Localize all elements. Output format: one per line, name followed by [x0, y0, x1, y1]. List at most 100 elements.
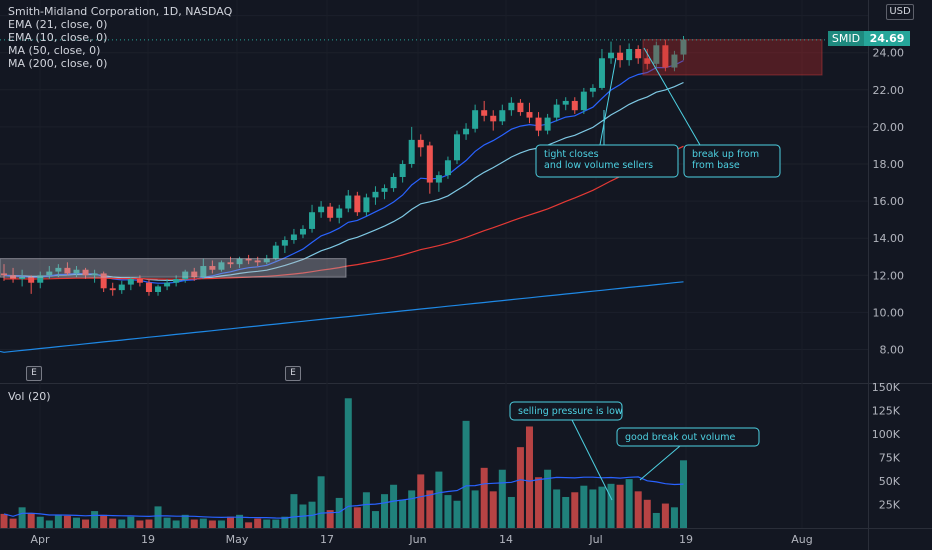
volume-bar [0, 513, 8, 528]
legend-ema10[interactable]: EMA (10, close, 0) [8, 31, 108, 44]
currency-badge[interactable]: USD [886, 4, 914, 20]
volume-bar [326, 510, 334, 528]
annotation-text: selling pressure is low [518, 406, 623, 417]
candle-body [182, 271, 189, 280]
price-tick-label: 14.00 [873, 232, 905, 245]
candle-body [100, 273, 107, 289]
date-tick-label: Jul [588, 533, 602, 546]
volume-bar [254, 518, 262, 528]
candle-body [653, 45, 660, 64]
candle-body [580, 91, 587, 111]
candle-body [46, 271, 53, 276]
volume-bar [317, 476, 325, 528]
candle-body [363, 197, 370, 213]
candle-body [562, 100, 569, 105]
legend-ema21[interactable]: EMA (21, close, 0) [8, 18, 108, 31]
volume-bar [661, 503, 669, 528]
annotation-box [616, 427, 760, 447]
volume-bar [181, 514, 189, 528]
candle-body [490, 115, 497, 122]
volume-bars [0, 398, 687, 528]
volume-bar [199, 518, 207, 528]
candle-body [571, 100, 578, 111]
volume-bar [208, 520, 216, 528]
candle-body [399, 164, 406, 177]
candle-body [309, 212, 316, 229]
candle-body [635, 48, 642, 59]
volume-tick-label: 100K [872, 428, 901, 441]
volume-bar [544, 469, 552, 528]
annotation-text: good break out volume [625, 432, 736, 443]
candle-body [444, 160, 451, 176]
candle-body [608, 52, 615, 59]
legend-ma50[interactable]: MA (50, close, 0) [8, 44, 101, 57]
volume-bar [652, 512, 660, 528]
candle-body [544, 117, 551, 131]
candle-body [499, 110, 506, 122]
volume-bar [245, 522, 253, 528]
volume-bar [45, 520, 53, 528]
chart-title[interactable]: Smith-Midland Corporation, 1D, NASDAQ [8, 5, 233, 18]
volume-bar [426, 490, 434, 528]
consolidation-base-box [0, 258, 347, 278]
candle-body [662, 45, 669, 68]
volume-bar [263, 519, 271, 528]
price-tick-label: 24.00 [873, 47, 905, 60]
volume-bar [571, 492, 579, 528]
candle-body [680, 39, 687, 55]
candle-body [73, 269, 80, 274]
volume-bar [634, 491, 642, 528]
date-tick-label: Aug [791, 533, 812, 546]
annotation-text: and low volume sellers [544, 160, 653, 171]
volume-bar [91, 511, 99, 528]
earnings-marker[interactable]: E [285, 366, 301, 381]
volume-bar [190, 519, 198, 528]
price-tick-label: 16.00 [873, 195, 905, 208]
candle-body [426, 145, 433, 183]
volume-bar [118, 519, 126, 528]
date-tick-label: Apr [30, 533, 50, 546]
volume-bar [498, 469, 506, 528]
candle-body [435, 175, 442, 183]
volume-bar [272, 519, 280, 528]
volume-legend[interactable]: Vol (20) [8, 390, 51, 403]
volume-bar [109, 518, 117, 528]
date-tick-label: 14 [499, 533, 513, 546]
volume-bar [399, 499, 407, 528]
volume-bar [670, 507, 678, 528]
candle-body [626, 48, 633, 61]
price-tick-label: 12.00 [873, 269, 905, 282]
volume-bar [36, 516, 44, 528]
annotation-box [509, 401, 623, 421]
candle-body [136, 279, 143, 283]
candle-body [617, 52, 624, 61]
date-tick-label: 19 [679, 533, 693, 546]
candle-body [218, 262, 225, 270]
candle-body [671, 54, 678, 68]
candle-body [417, 139, 424, 148]
volume-bar [625, 479, 633, 528]
annotation-pointer [643, 47, 701, 146]
candle-body [481, 110, 488, 116]
legend-ma200[interactable]: MA (200, close, 0) [8, 57, 108, 70]
volume-bar [63, 515, 71, 528]
volume-bar [607, 483, 615, 528]
volume-bar [371, 511, 379, 528]
chart-axes: 2624.0022.0020.0018.0016.0014.0012.0010.… [30, 10, 904, 546]
earnings-marker[interactable]: E [26, 366, 42, 381]
candle-body [508, 102, 515, 111]
candle-body [64, 267, 71, 274]
volume-bar [163, 517, 171, 528]
volume-bar [435, 471, 443, 528]
volume-bar [335, 497, 343, 528]
volume-ma-line [3, 476, 684, 519]
candle-body [526, 112, 533, 118]
candle-body [408, 139, 415, 164]
candle-body [145, 282, 152, 292]
volume-bar [100, 514, 108, 528]
candle-body [381, 188, 388, 192]
candle-body [290, 234, 297, 241]
price-tick-label: 22.00 [873, 84, 905, 97]
date-tick-label: May [226, 533, 249, 546]
